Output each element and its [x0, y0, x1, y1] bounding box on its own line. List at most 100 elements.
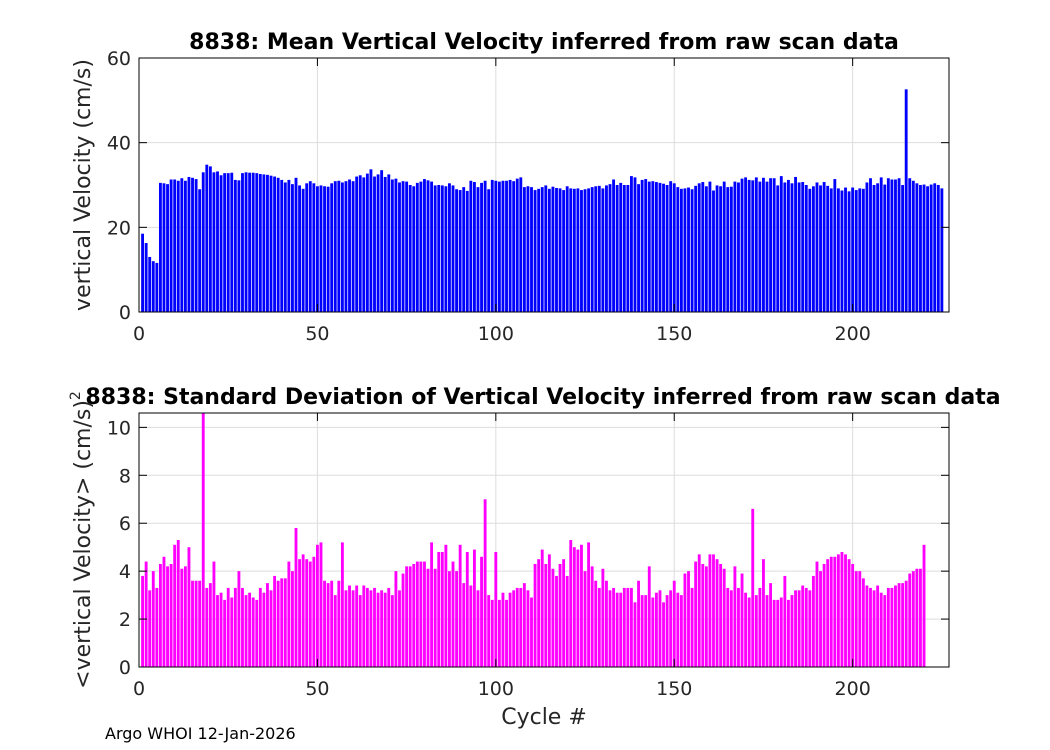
mean-bar [533, 190, 537, 312]
std-bar [640, 595, 644, 667]
std-bar [248, 592, 252, 667]
mean-bar [530, 187, 533, 312]
mean-bar [833, 179, 837, 312]
std-bar [512, 590, 516, 667]
std-bar [358, 595, 362, 667]
std-bar [244, 595, 248, 667]
std-bar [815, 561, 819, 667]
mean-bar [283, 182, 287, 312]
std-bar [794, 590, 797, 667]
mean-bar [315, 186, 319, 312]
std-bar [612, 587, 616, 667]
std-bar [647, 566, 651, 667]
mean-bar [622, 185, 626, 312]
mean-bar [508, 179, 512, 312]
std-bar [255, 599, 259, 667]
mean-bar [783, 182, 787, 312]
std-bar [701, 563, 705, 667]
mean-bar [394, 178, 398, 312]
std-bar [690, 587, 694, 667]
mean-bar [894, 179, 897, 312]
std-bar [444, 544, 448, 667]
mean-bar [747, 179, 751, 312]
std-xtick-label: 50 [305, 678, 329, 700]
std-bar [205, 587, 209, 667]
mean-bar [901, 185, 905, 312]
std-bar [437, 551, 441, 667]
std-bar [258, 587, 262, 667]
std-bar [191, 580, 194, 667]
std-bar [380, 590, 384, 667]
std-bar [208, 583, 212, 667]
mean-bar [919, 185, 922, 312]
std-bar [904, 580, 908, 667]
mean-bar [451, 185, 455, 312]
mean-bar [401, 181, 405, 312]
std-bar [890, 587, 894, 667]
mean-bar [672, 183, 676, 312]
mean-bar [890, 179, 894, 312]
mean-bar [480, 182, 483, 312]
mean-bar [201, 172, 205, 312]
std-bar [619, 592, 623, 667]
mean-ytick-label: 60 [107, 48, 131, 70]
mean-bar [340, 182, 344, 312]
mean-bar [594, 186, 598, 312]
std-bar [822, 563, 826, 667]
std-bar [522, 583, 526, 667]
std-bar [572, 547, 576, 667]
mean-bar [241, 173, 244, 312]
std-bar [194, 580, 198, 667]
std-bar [355, 585, 359, 667]
std-bar [840, 551, 844, 667]
mean-bar [233, 179, 237, 312]
mean-bar [897, 178, 901, 312]
std-bar [476, 590, 480, 667]
mean-bar [694, 185, 698, 312]
std-bar [533, 563, 537, 667]
std-bar [744, 592, 748, 667]
std-bar [758, 587, 762, 667]
mean-bar [540, 187, 544, 312]
mean-bar [244, 172, 248, 312]
mean-bar [687, 187, 690, 312]
mean-bar [387, 174, 391, 312]
mean-bar [854, 190, 858, 312]
std-bar [390, 595, 394, 667]
std-bar [183, 566, 187, 667]
std-bar [348, 585, 351, 667]
std-bar [162, 556, 166, 667]
mean-bar [276, 177, 280, 312]
std-bar [629, 587, 633, 667]
mean-bar [569, 188, 573, 312]
std-bar [790, 595, 794, 667]
mean-bar [373, 176, 376, 312]
std-bar [708, 554, 712, 667]
mean-bar [490, 179, 494, 312]
std-bar [886, 587, 890, 667]
std-bar [811, 575, 815, 667]
mean-bar [266, 174, 269, 312]
mean-bar [173, 179, 177, 312]
mean-bar [248, 172, 252, 312]
mean-bar [615, 185, 619, 312]
std-bar [398, 590, 401, 667]
mean-bar [804, 185, 808, 312]
mean-bar [801, 182, 805, 312]
std-bar [483, 499, 487, 667]
mean-bar [405, 181, 409, 312]
mean-bar [551, 186, 555, 312]
mean-bar [305, 183, 309, 312]
mean-bar [708, 181, 712, 312]
std-bar [869, 587, 872, 667]
mean-bar [505, 180, 508, 312]
std-bar [540, 549, 544, 667]
std-bar [305, 559, 309, 667]
mean-bar [558, 188, 562, 312]
mean-bar [744, 177, 748, 312]
std-bar [676, 592, 680, 667]
mean-bar [861, 188, 865, 312]
mean-bar [437, 185, 441, 312]
mean-bar [926, 186, 930, 312]
mean-bar [526, 186, 530, 312]
